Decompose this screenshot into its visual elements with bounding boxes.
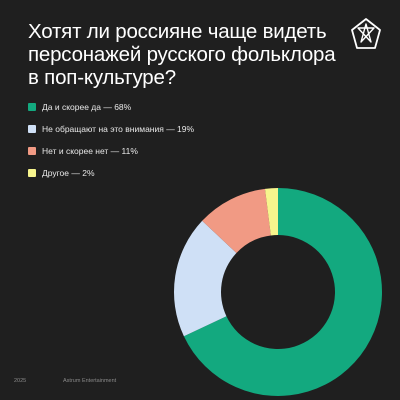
title-line: в поп-культуре? (28, 66, 176, 89)
legend-item: Не обращают на это внимания — 19% (28, 123, 194, 135)
donut-slice (202, 188, 271, 253)
footer-brand: Astrum Entertainment (63, 378, 117, 384)
legend-label: Не обращают на это внимания — 19% (42, 124, 195, 134)
chart-title: Хотят ли россияне чаще видеть персонажей… (28, 20, 348, 89)
star-outline-logo (351, 18, 381, 49)
legend-label: Нет и скорее нет — 11% (42, 146, 138, 156)
title-line: Хотят ли россияне чаще видеть (28, 20, 327, 43)
footer-year: 2025 (14, 378, 27, 384)
legend-item: Другое — 2% (28, 167, 194, 179)
legend-swatch (28, 103, 36, 111)
donut-slice (174, 220, 237, 337)
legend-label: Другое — 2% (42, 168, 95, 178)
legend-swatch (28, 125, 36, 133)
chart-legend: Да и скорее да — 68% Не обращают на это … (28, 101, 194, 189)
donut-slice (183, 188, 382, 396)
legend-swatch (28, 169, 36, 177)
legend-swatch (28, 147, 36, 155)
legend-label: Да и скорее да — 68% (42, 102, 132, 112)
donut-slice (264, 188, 278, 236)
title-line: персонажей русского фольклора (28, 43, 336, 66)
legend-item: Нет и скорее нет — 11% (28, 145, 194, 157)
legend-item: Да и скорее да — 68% (28, 101, 194, 113)
